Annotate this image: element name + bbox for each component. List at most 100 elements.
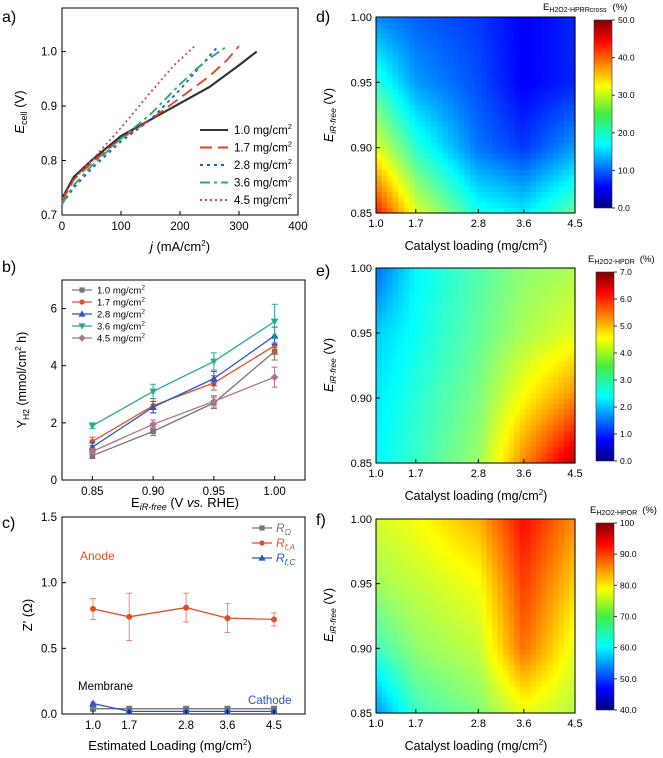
heat-cell <box>420 648 427 655</box>
heat-cell <box>453 115 460 122</box>
heat-cell <box>492 27 499 34</box>
heat-cell <box>519 642 526 649</box>
heat-cell <box>392 131 399 138</box>
heat-cell <box>503 545 510 552</box>
heat-cell <box>425 408 432 415</box>
heat-cell <box>414 376 421 383</box>
heat-cell <box>425 109 432 116</box>
heat-cell <box>563 142 571 149</box>
heat-cell <box>464 273 471 280</box>
heat-cell <box>552 311 560 318</box>
heat-cell <box>508 659 515 666</box>
heat-cell <box>469 333 477 340</box>
heat-cell <box>453 529 460 536</box>
heat-cell <box>398 441 405 448</box>
heat-cell <box>392 38 399 45</box>
heat-cell <box>569 38 576 45</box>
heat-cell <box>381 398 388 405</box>
heat-cell <box>558 435 565 442</box>
heat-cell <box>558 648 565 655</box>
colorbar-tick-label: 10.0 <box>618 165 635 175</box>
heat-cell <box>563 659 571 666</box>
heat-cell <box>442 540 449 547</box>
heat-cell <box>525 87 532 94</box>
heat-cell <box>425 691 432 698</box>
heat-cell <box>486 621 493 628</box>
heat-cell <box>469 535 477 542</box>
heat-cell <box>514 691 521 698</box>
heat-cell <box>503 452 510 459</box>
heat-cell <box>381 131 388 138</box>
heat-cell <box>431 408 438 415</box>
heat-cell <box>536 556 543 563</box>
heat-cell <box>481 82 488 89</box>
heat-cell <box>464 381 471 388</box>
heat-cell <box>376 702 383 709</box>
heat-cell <box>563 278 571 285</box>
heat-cell <box>486 147 493 154</box>
heat-cell <box>453 572 460 579</box>
heat-cell <box>464 551 471 558</box>
heat-cell <box>481 131 488 138</box>
heat-cell <box>547 642 554 649</box>
heat-cell <box>536 71 543 78</box>
heat-cell <box>431 696 438 703</box>
heat-cell <box>464 567 471 574</box>
heat-cell <box>486 648 493 655</box>
heat-cell <box>436 169 443 176</box>
heat-cell <box>403 642 410 649</box>
legend-marker <box>259 525 265 531</box>
heat-cell <box>547 578 554 585</box>
heat-cell <box>458 349 466 356</box>
heat-cell <box>469 278 477 285</box>
heat-cell <box>569 556 576 563</box>
heat-cell <box>442 621 449 628</box>
heat-cell <box>392 370 399 377</box>
heat-cell <box>547 664 554 671</box>
heat-cell <box>541 278 548 285</box>
heat-cell <box>558 169 565 176</box>
heat-cell <box>492 153 499 160</box>
heat-cell <box>558 680 565 687</box>
heat-cell <box>442 551 449 558</box>
heat-cell <box>558 343 565 350</box>
heat-cell <box>525 120 532 127</box>
heat-cell <box>420 594 427 601</box>
heat-cell <box>525 664 532 671</box>
heat-cell <box>381 403 388 410</box>
heat-cell <box>453 419 460 426</box>
heat-cell <box>536 686 543 693</box>
heat-cell <box>547 273 554 280</box>
heat-cell <box>453 174 460 181</box>
heat-cell <box>431 300 438 307</box>
heat-cell <box>497 567 504 574</box>
heat-cell <box>552 457 560 464</box>
heat-cell <box>436 707 443 714</box>
heat-cell <box>492 524 499 531</box>
heat-cell <box>420 605 427 612</box>
heat-cell <box>392 136 399 143</box>
heat-cell <box>503 284 510 291</box>
heat-cell <box>563 381 571 388</box>
colorbar-tick-label: 4.0 <box>620 348 632 358</box>
colorbar-tick-label: 0.0 <box>618 203 630 213</box>
heat-cell <box>514 664 521 671</box>
heat-cell <box>552 686 560 693</box>
heat-cell <box>431 551 438 558</box>
heat-cell <box>431 419 438 426</box>
heat-cell <box>558 545 565 552</box>
heat-cell <box>414 191 421 198</box>
heat-cell <box>530 414 537 421</box>
heat-cell <box>558 365 565 372</box>
heat-cell <box>403 446 410 453</box>
heat-cell <box>525 191 532 198</box>
heat-cell <box>381 599 388 606</box>
heat-cell <box>547 191 554 198</box>
heat-cell <box>530 551 537 558</box>
heat-cell <box>420 540 427 547</box>
heat-cell <box>392 572 399 579</box>
heat-cell <box>497 535 504 542</box>
heat-cell <box>481 675 488 682</box>
heat-cell <box>569 524 576 531</box>
heat-cell <box>392 457 399 464</box>
